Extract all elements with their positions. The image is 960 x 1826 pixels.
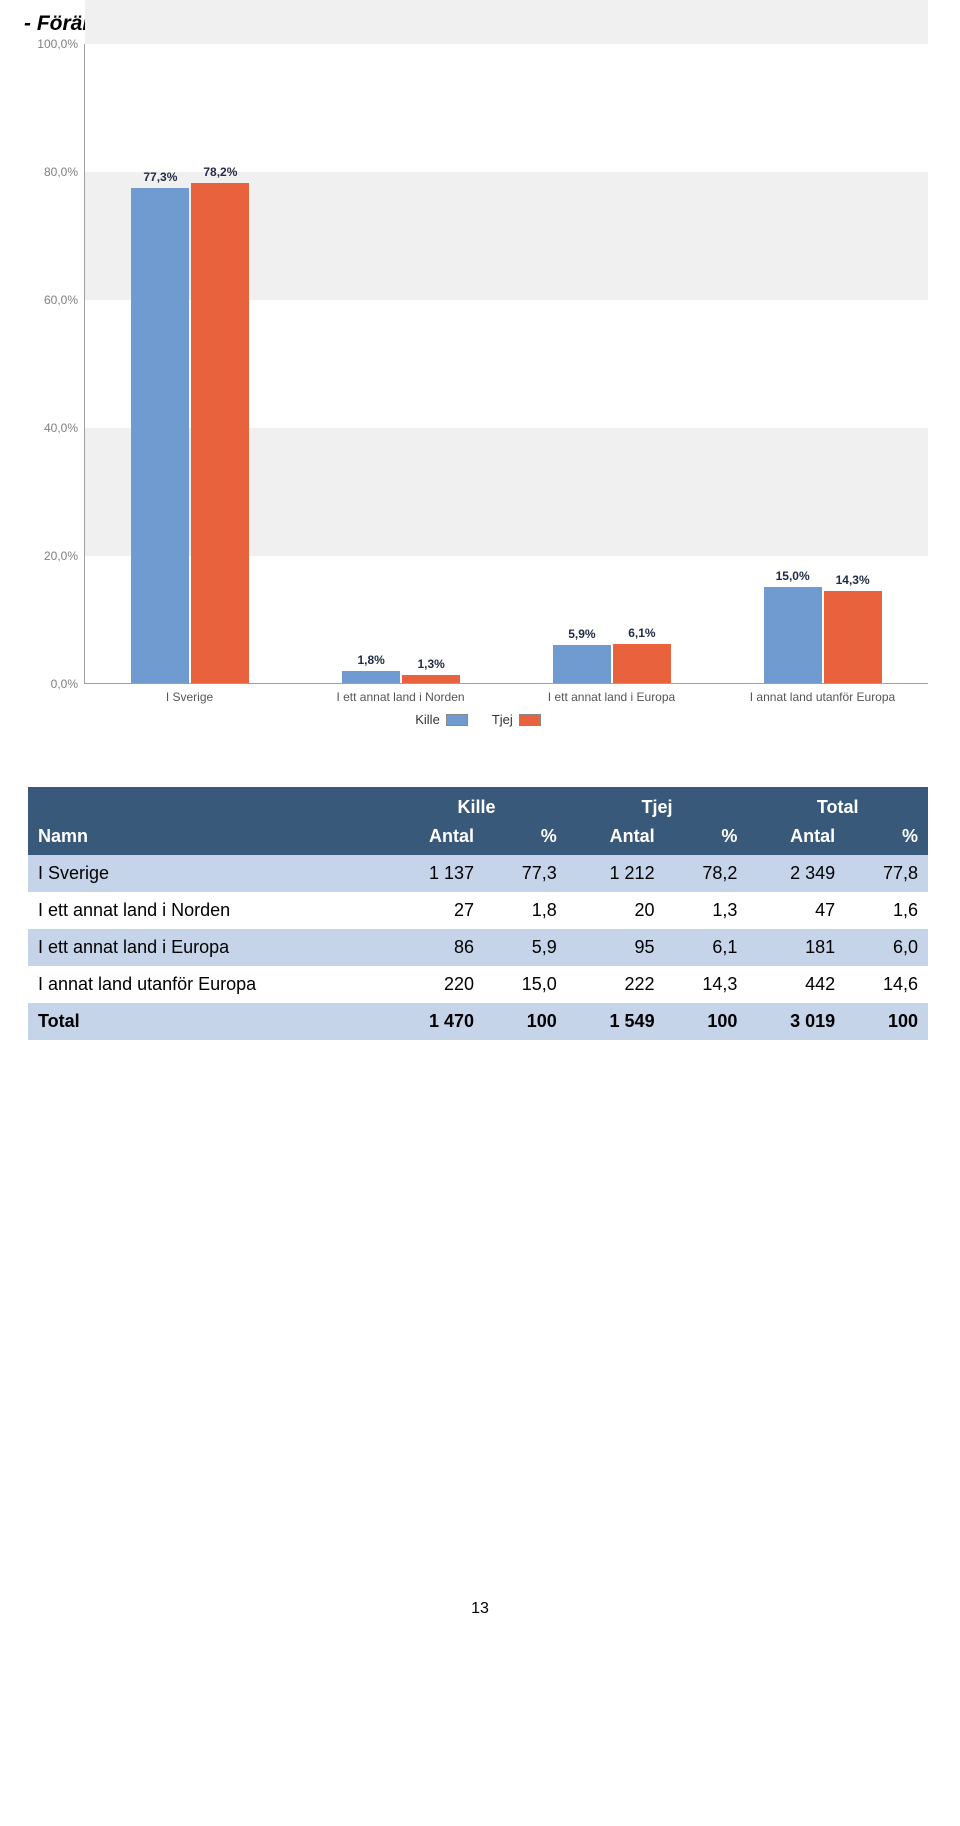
y-tick: 100,0% [37,37,78,51]
cell: 100 [845,1003,928,1040]
bar-chart: 0,0%20,0%40,0%60,0%80,0%100,0% 77,3%78,2… [28,44,928,727]
cell: 14,6 [845,966,928,1003]
x-label: I ett annat land i Europa [506,684,717,704]
bar-group: 15,0%14,3% [717,44,928,683]
cell: 2 349 [747,855,845,892]
cell: 220 [386,966,484,1003]
cell: 86 [386,929,484,966]
cell: 3 019 [747,1003,845,1040]
legend-swatch [519,714,541,726]
col-antal: Antal [747,818,845,855]
table-row: Total1 4701001 5491003 019100 [28,1003,928,1040]
legend-swatch [446,714,468,726]
bar-group: 77,3%78,2% [85,44,296,683]
bar: 77,3% [131,188,189,683]
x-label: I Sverige [84,684,295,704]
bar: 78,2% [191,183,249,683]
table-group-header-row: Kille Tjej Total [28,787,928,818]
data-table: Kille Tjej Total Namn Antal % Antal % An… [28,787,928,1040]
bar: 6,1% [613,644,671,683]
cell: 1 137 [386,855,484,892]
row-name: I ett annat land i Norden [28,892,386,929]
plot-area: 77,3%78,2%1,8%1,3%5,9%6,1%15,0%14,3% [84,44,928,684]
y-tick: 40,0% [44,421,78,435]
bar-value-label: 5,9% [568,627,595,641]
bar: 15,0% [764,587,822,683]
col-pct: % [845,818,928,855]
cell: 181 [747,929,845,966]
col-pct: % [665,818,748,855]
bar-group: 5,9%6,1% [507,44,718,683]
row-name: I annat land utanför Europa [28,966,386,1003]
cell: 222 [567,966,665,1003]
table-row: I ett annat land i Europa865,9956,11816,… [28,929,928,966]
chart-legend: Kille Tjej [28,712,928,727]
bar-value-label: 1,8% [357,653,384,667]
legend-item: Tjej [492,712,541,727]
bar: 5,9% [553,645,611,683]
legend-label: Kille [415,712,440,727]
legend-label: Tjej [492,712,513,727]
cell: 442 [747,966,845,1003]
cell: 78,2 [665,855,748,892]
cell: 100 [665,1003,748,1040]
x-axis: I SverigeI ett annat land i NordenI ett … [84,684,928,704]
cell: 15,0 [484,966,567,1003]
bar-value-label: 6,1% [628,626,655,640]
bar-value-label: 77,3% [143,170,177,184]
cell: 1,8 [484,892,567,929]
col-group-kille: Kille [386,787,567,818]
page-number: 13 [24,1600,936,1618]
table-row: I ett annat land i Norden271,8201,3471,6 [28,892,928,929]
y-tick: 20,0% [44,549,78,563]
col-antal: Antal [567,818,665,855]
cell: 5,9 [484,929,567,966]
bar-value-label: 15,0% [776,569,810,583]
cell: 6,0 [845,929,928,966]
cell: 1,6 [845,892,928,929]
cell: 20 [567,892,665,929]
cell: 77,3 [484,855,567,892]
y-axis: 0,0%20,0%40,0%60,0%80,0%100,0% [28,44,84,684]
x-label: I annat land utanför Europa [717,684,928,704]
bar-value-label: 78,2% [203,165,237,179]
table-row: I Sverige1 13777,31 21278,22 34977,8 [28,855,928,892]
cell: 14,3 [665,966,748,1003]
col-group-tjej: Tjej [567,787,748,818]
table-sub-header-row: Namn Antal % Antal % Antal % [28,818,928,855]
cell: 47 [747,892,845,929]
bar-group: 1,8%1,3% [296,44,507,683]
bar: 1,3% [402,675,460,683]
col-name: Namn [28,818,386,855]
cell: 1,3 [665,892,748,929]
bar: 1,8% [342,671,400,683]
cell: 27 [386,892,484,929]
legend-item: Kille [415,712,468,727]
cell: 1 212 [567,855,665,892]
y-tick: 60,0% [44,293,78,307]
cell: 1 470 [386,1003,484,1040]
col-group-total: Total [747,787,928,818]
row-name: I ett annat land i Europa [28,929,386,966]
cell: 77,8 [845,855,928,892]
cell: 6,1 [665,929,748,966]
col-antal: Antal [386,818,484,855]
bar-value-label: 14,3% [836,573,870,587]
y-tick: 0,0% [51,677,78,691]
x-label: I ett annat land i Norden [295,684,506,704]
table-row: I annat land utanför Europa22015,022214,… [28,966,928,1003]
row-name: I Sverige [28,855,386,892]
cell: 95 [567,929,665,966]
col-pct: % [484,818,567,855]
cell: 100 [484,1003,567,1040]
bar-value-label: 1,3% [417,657,444,671]
row-name: Total [28,1003,386,1040]
y-tick: 80,0% [44,165,78,179]
grid-band [85,0,928,44]
bar: 14,3% [824,591,882,683]
cell: 1 549 [567,1003,665,1040]
